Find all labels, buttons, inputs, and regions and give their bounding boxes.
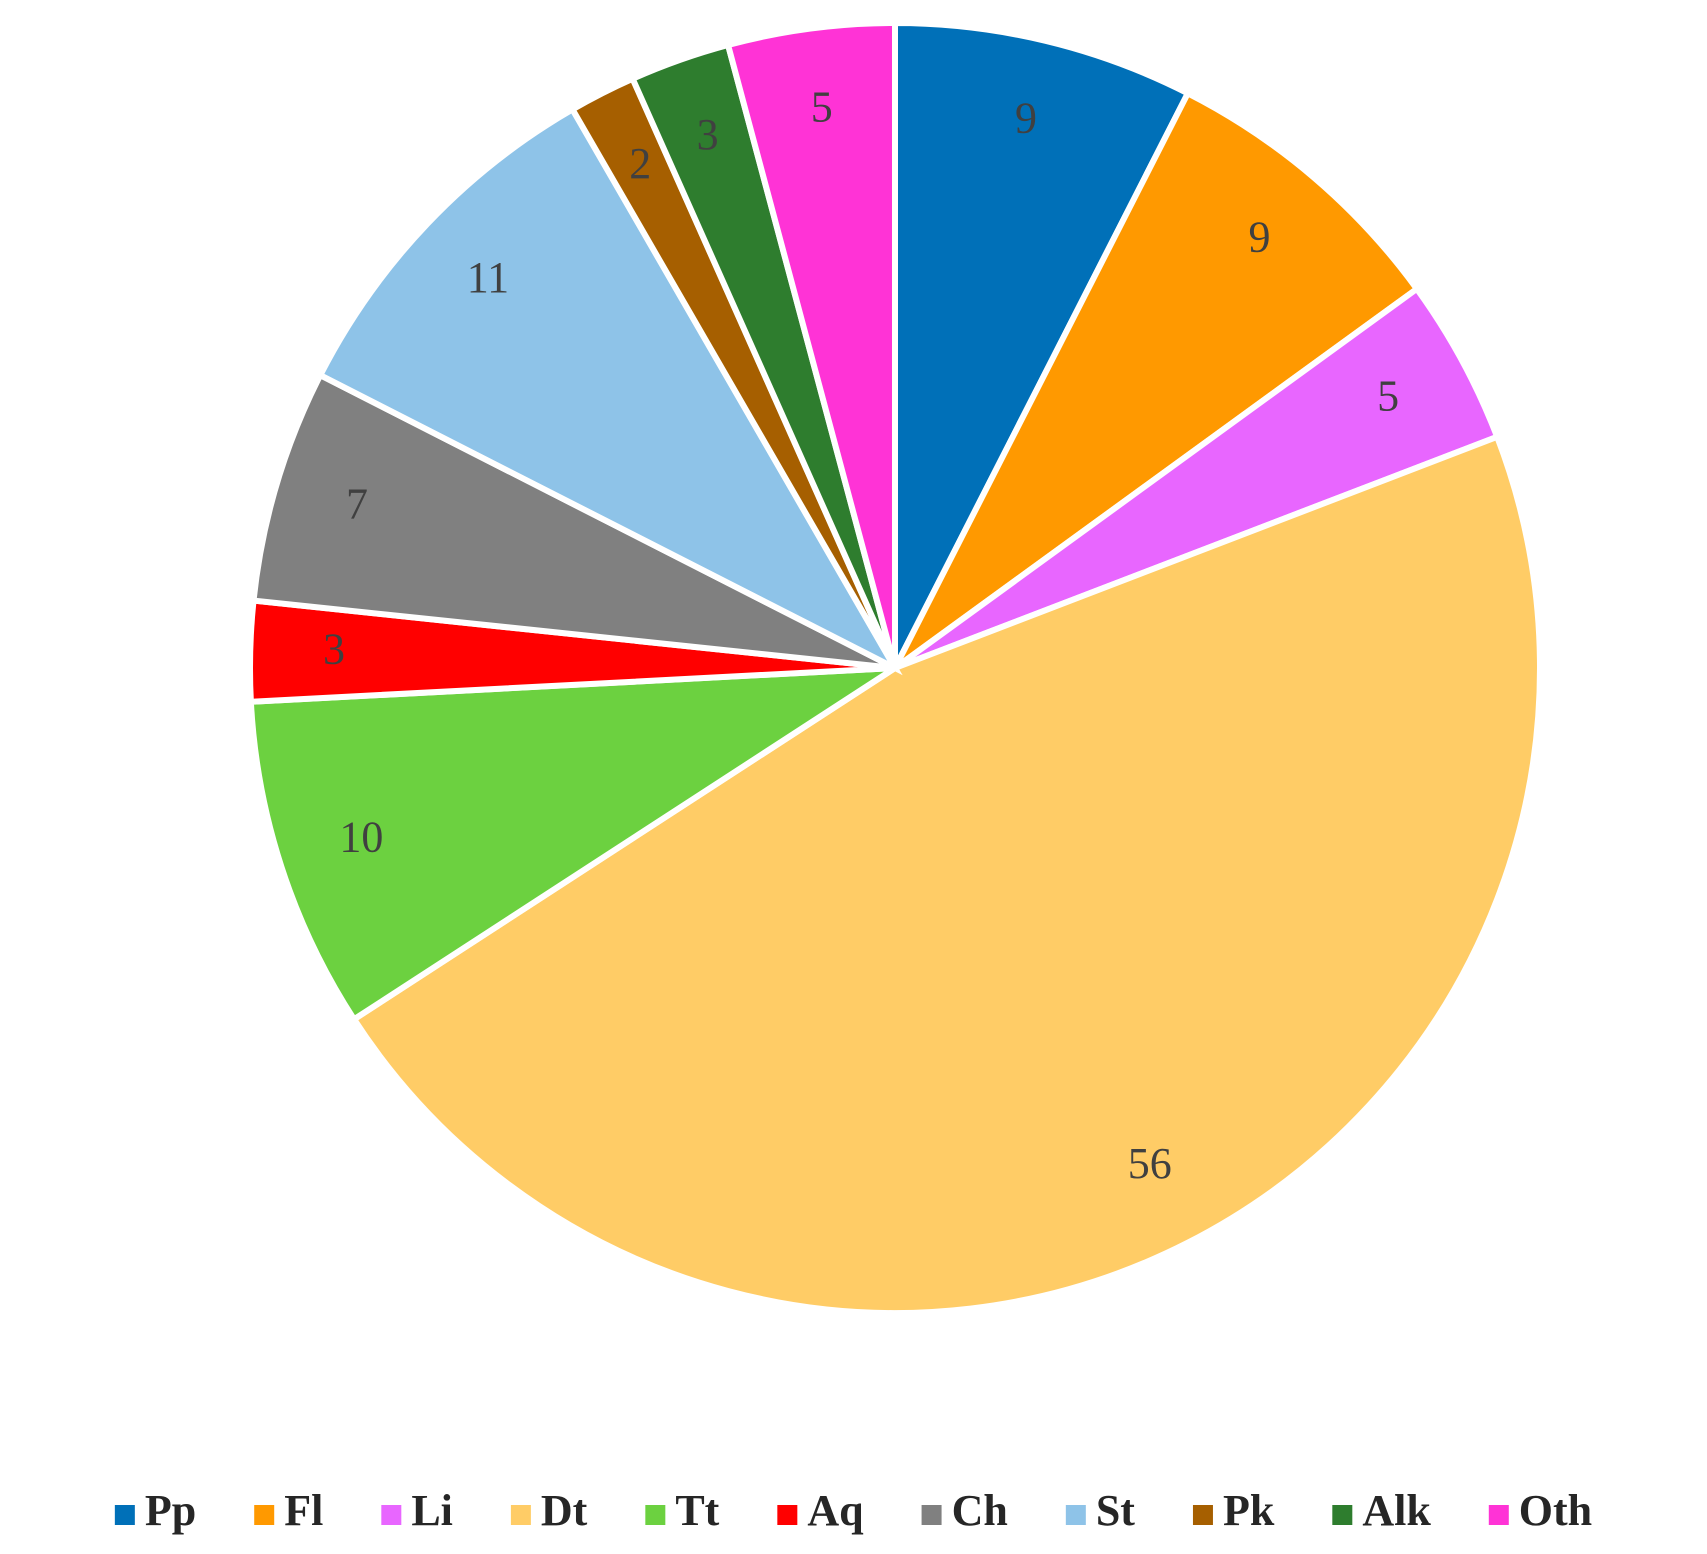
- legend-swatch: [645, 1505, 666, 1525]
- legend-label: Pp: [145, 1486, 196, 1535]
- legend-label: Aq: [807, 1486, 864, 1535]
- legend-label: Li: [411, 1486, 453, 1535]
- legend-label: St: [1096, 1486, 1135, 1535]
- data-label: 9: [1248, 212, 1270, 261]
- pie-slice: [250, 371, 897, 671]
- data-label: 7: [346, 480, 368, 529]
- data-label: 11: [467, 253, 509, 302]
- legend-label: Fl: [284, 1486, 323, 1535]
- legend-swatch: [1065, 1505, 1086, 1525]
- pie-slice: [247, 664, 907, 1024]
- legend-swatch: [381, 1505, 402, 1525]
- legend-label: Ch: [952, 1486, 1008, 1535]
- data-label: 3: [323, 624, 345, 673]
- legend-label: Dt: [541, 1486, 588, 1535]
- data-label: 10: [339, 812, 383, 861]
- data-label: 5: [1377, 371, 1399, 420]
- legend-swatch: [1488, 1505, 1509, 1525]
- legend-swatch: [510, 1505, 531, 1525]
- data-label: 3: [697, 110, 719, 159]
- legend-swatch: [254, 1505, 275, 1525]
- pie-slice: [349, 432, 1543, 1316]
- legend-label: Pk: [1223, 1486, 1275, 1535]
- legend-swatch: [1332, 1505, 1353, 1525]
- data-label: 5: [811, 83, 833, 132]
- pie-slice: [724, 19, 898, 669]
- legend-label: Alk: [1362, 1486, 1431, 1535]
- data-label: 56: [1128, 1139, 1172, 1188]
- pie-slice: [316, 105, 903, 676]
- legend-swatch: [777, 1505, 798, 1525]
- legend-label: Tt: [675, 1486, 719, 1535]
- legend-label: Oth: [1519, 1486, 1592, 1535]
- data-label: 9: [1015, 93, 1037, 142]
- pie-slice: [892, 19, 1192, 670]
- data-label: 2: [629, 139, 651, 188]
- legend-swatch: [114, 1505, 135, 1525]
- legend-swatch: [921, 1505, 942, 1525]
- pie-slice: [892, 89, 1422, 671]
- legend-swatch: [1192, 1505, 1213, 1525]
